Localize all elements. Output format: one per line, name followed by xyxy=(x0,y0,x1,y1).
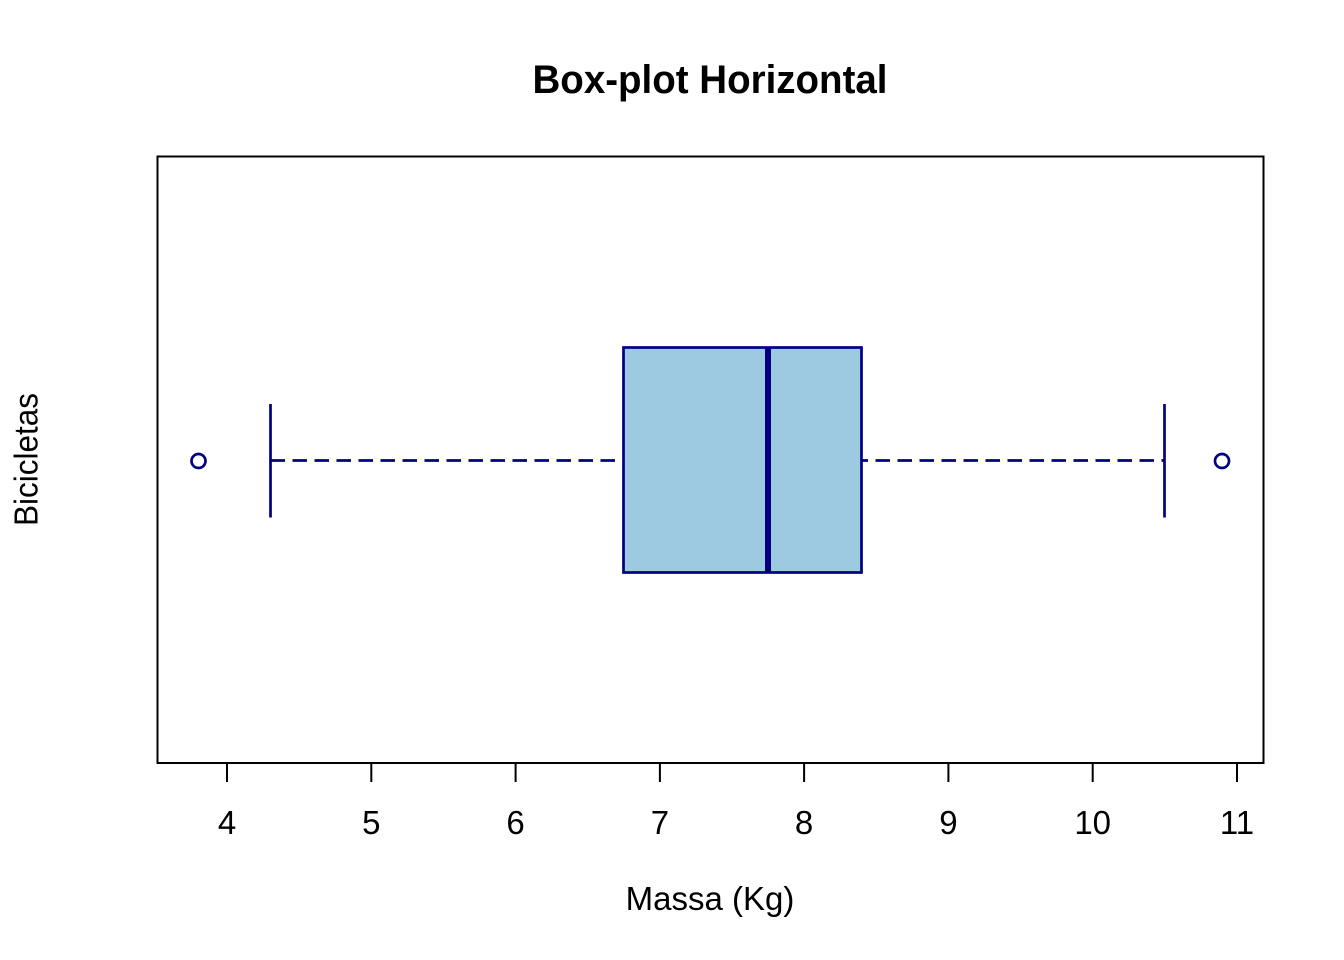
svg-text:11: 11 xyxy=(1220,804,1254,841)
svg-text:6: 6 xyxy=(506,804,524,841)
svg-text:4: 4 xyxy=(218,804,236,841)
svg-text:8: 8 xyxy=(795,804,813,841)
svg-text:10: 10 xyxy=(1074,804,1111,841)
svg-text:9: 9 xyxy=(939,804,957,841)
svg-text:5: 5 xyxy=(362,804,380,841)
svg-text:Box-plot Horizontal: Box-plot Horizontal xyxy=(533,58,888,102)
svg-text:Massa (Kg): Massa (Kg) xyxy=(626,880,795,917)
svg-text:7: 7 xyxy=(651,804,669,841)
svg-text:Bicicletas: Bicicletas xyxy=(8,393,45,526)
